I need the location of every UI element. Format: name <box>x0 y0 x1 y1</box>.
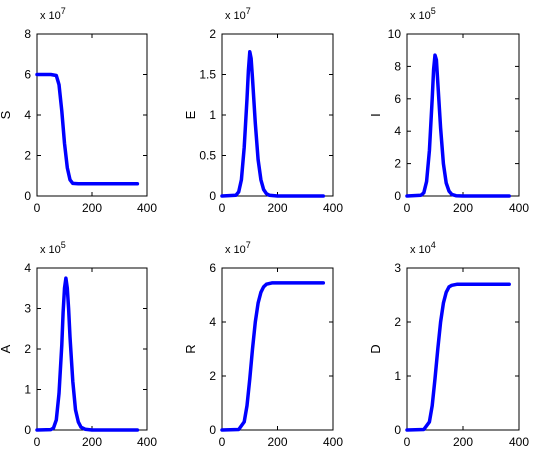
y-tick-label: 0.5 <box>199 149 216 163</box>
y-tick-label: 0 <box>24 189 31 203</box>
chart-panel-i: 0 200 400 0 2 4 6 8 10 Ix 105 <box>368 6 529 215</box>
series-line-r <box>220 281 326 432</box>
y-tick-label: 0 <box>24 423 31 437</box>
y-tick-label: 2 <box>24 342 31 356</box>
exponent-power: 5 <box>431 6 436 16</box>
y-tick-label: 6 <box>24 68 31 82</box>
y-tick-label: 2 <box>394 315 401 329</box>
x-tick-label: 0 <box>34 435 41 449</box>
series-line-i <box>405 53 511 198</box>
x-tick-label: 400 <box>509 435 529 449</box>
x-tick-label: 200 <box>267 201 287 215</box>
exponent-base: x 10 <box>40 10 61 22</box>
y-tick-label: 6 <box>394 92 401 106</box>
series-line-a <box>35 276 140 432</box>
chart-panel-d: 0 200 400 0 1 2 3 Dx 104 <box>368 240 529 449</box>
y-tick-label: 10 <box>388 27 402 41</box>
x-tick-label: 400 <box>323 201 343 215</box>
y-tick-label: 2 <box>209 27 216 41</box>
exponent-power: 7 <box>246 240 251 250</box>
y-tick-label: 1.5 <box>199 68 216 82</box>
x-tick-label: 400 <box>137 201 157 215</box>
y-tick-label: 8 <box>394 59 401 73</box>
y-tick-label: 4 <box>24 261 31 275</box>
x-tick-label: 200 <box>453 435 473 449</box>
series-line-e <box>220 50 326 198</box>
y-tick-label: 1 <box>24 383 31 397</box>
x-tick-label: 0 <box>404 435 411 449</box>
axes-box <box>221 33 334 197</box>
series-line-d <box>405 282 511 432</box>
y-tick-label: 3 <box>24 302 31 316</box>
y-tick-label: 4 <box>209 315 216 329</box>
y-tick-label: 6 <box>209 261 216 275</box>
x-tick-label: 0 <box>219 435 226 449</box>
exponent-power: 7 <box>61 6 66 16</box>
exponent-power: 5 <box>61 240 66 250</box>
y-tick-label: 3 <box>394 261 401 275</box>
y-axis-label: I <box>368 113 383 117</box>
exponent-base: x 10 <box>225 10 246 22</box>
exponent-base: x 10 <box>410 10 431 22</box>
x-tick-label: 0 <box>404 201 411 215</box>
x-tick-label: 0 <box>34 201 41 215</box>
y-tick-label: 8 <box>24 27 31 41</box>
y-tick-label: 0 <box>394 189 401 203</box>
exponent-power: 4 <box>431 240 436 250</box>
exponent-label: x 105 <box>410 6 436 22</box>
chart-panel-s: 0 200 400 0 2 4 6 8 Sx 107 <box>0 6 157 215</box>
y-axis-label: A <box>0 344 13 353</box>
y-tick-label: 1 <box>209 108 216 122</box>
y-axis-label: S <box>0 110 13 119</box>
y-tick-label: 1 <box>394 369 401 383</box>
axes-box <box>36 267 148 431</box>
y-tick-label: 0 <box>209 423 216 437</box>
exponent-label: x 107 <box>225 6 251 22</box>
x-tick-label: 200 <box>82 435 102 449</box>
y-axis-label: D <box>368 344 383 353</box>
x-tick-label: 200 <box>453 201 473 215</box>
exponent-label: x 107 <box>40 6 66 22</box>
exponent-label: x 104 <box>410 240 436 256</box>
series-line-s <box>35 72 140 186</box>
x-tick-label: 400 <box>509 201 529 215</box>
exponent-power: 7 <box>246 6 251 16</box>
y-tick-label: 2 <box>394 157 401 171</box>
chart-panel-e: 0 200 400 0 0.5 1 1.5 2 Ex 107 <box>183 6 343 215</box>
y-tick-label: 4 <box>24 108 31 122</box>
x-tick-label: 200 <box>82 201 102 215</box>
chart-panel-r: 0 200 400 0 2 4 6 Rx 107 <box>183 240 343 449</box>
x-tick-label: 200 <box>267 435 287 449</box>
y-axis-label: E <box>183 110 198 119</box>
chart-panel-a: 0 200 400 0 1 2 3 4 Ax 105 <box>0 240 157 449</box>
y-tick-label: 4 <box>394 124 401 138</box>
exponent-base: x 10 <box>40 244 61 256</box>
axes-box <box>36 33 148 197</box>
y-tick-label: 0 <box>394 423 401 437</box>
exponent-base: x 10 <box>225 244 246 256</box>
exponent-base: x 10 <box>410 244 431 256</box>
axes-box <box>406 267 520 431</box>
x-tick-label: 0 <box>219 201 226 215</box>
x-tick-label: 400 <box>323 435 343 449</box>
axes-box <box>406 33 520 197</box>
x-tick-label: 400 <box>137 435 157 449</box>
y-tick-label: 2 <box>24 149 31 163</box>
exponent-label: x 105 <box>40 240 66 256</box>
y-tick-label: 0 <box>209 189 216 203</box>
exponent-label: x 107 <box>225 240 251 256</box>
y-axis-label: R <box>183 344 198 353</box>
axes-box <box>221 267 334 431</box>
y-tick-label: 2 <box>209 369 216 383</box>
